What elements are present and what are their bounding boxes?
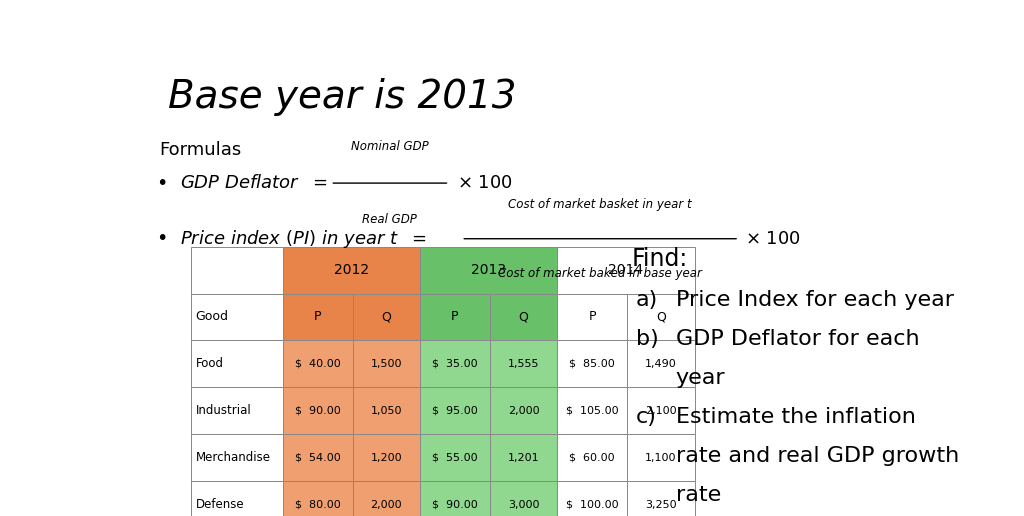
Bar: [489, 481, 557, 516]
Text: $  105.00: $ 105.00: [566, 406, 618, 416]
Text: 2013: 2013: [471, 263, 506, 277]
Bar: [283, 341, 352, 388]
Bar: [557, 294, 627, 341]
Bar: [627, 294, 694, 341]
Text: 1,555: 1,555: [508, 359, 540, 369]
Text: Merchandise: Merchandise: [196, 451, 270, 464]
Text: rate: rate: [676, 485, 721, 505]
Text: Food: Food: [196, 358, 223, 370]
Text: Industrial: Industrial: [196, 404, 251, 417]
Text: 3,250: 3,250: [645, 499, 677, 509]
Bar: [191, 434, 283, 481]
Bar: [489, 388, 557, 434]
Text: $  80.00: $ 80.00: [295, 499, 341, 509]
Bar: [557, 247, 694, 294]
Bar: [489, 434, 557, 481]
Text: Good: Good: [196, 311, 228, 324]
Text: $  95.00: $ 95.00: [432, 406, 478, 416]
Text: Real GDP: Real GDP: [362, 213, 418, 226]
Text: 3,000: 3,000: [508, 499, 540, 509]
Bar: [489, 294, 557, 341]
Text: Defense: Defense: [196, 498, 244, 511]
Text: $  40.00: $ 40.00: [295, 359, 341, 369]
Bar: [191, 481, 283, 516]
Text: $\mathit{Price\ index\ (PI)\ in\ year\ t}$  $=$: $\mathit{Price\ index\ (PI)\ in\ year\ t…: [179, 228, 427, 250]
Text: Formulas: Formulas: [160, 141, 242, 159]
Text: •: •: [156, 173, 167, 192]
Bar: [283, 388, 352, 434]
Text: Find:: Find:: [632, 247, 688, 271]
Text: 2,000: 2,000: [371, 499, 402, 509]
Text: $  60.00: $ 60.00: [569, 453, 615, 463]
Bar: [352, 388, 420, 434]
Bar: [191, 294, 283, 341]
Text: Nominal GDP: Nominal GDP: [351, 140, 429, 153]
Bar: [420, 247, 557, 294]
Bar: [283, 294, 352, 341]
Bar: [191, 247, 283, 294]
Text: $  85.00: $ 85.00: [569, 359, 615, 369]
Text: 2012: 2012: [334, 263, 369, 277]
Text: 1,201: 1,201: [508, 453, 540, 463]
Text: b): b): [636, 329, 658, 349]
Text: P: P: [314, 311, 322, 324]
Text: 1,200: 1,200: [371, 453, 402, 463]
Bar: [283, 481, 352, 516]
Bar: [191, 388, 283, 434]
Bar: [283, 247, 420, 294]
Text: a): a): [636, 291, 658, 311]
Text: $  35.00: $ 35.00: [432, 359, 478, 369]
Bar: [627, 481, 694, 516]
Bar: [352, 481, 420, 516]
Text: Cost of market basket in year t: Cost of market basket in year t: [508, 198, 692, 211]
Bar: [489, 341, 557, 388]
Bar: [627, 341, 694, 388]
Bar: [420, 434, 489, 481]
Text: $  54.00: $ 54.00: [295, 453, 341, 463]
Bar: [283, 434, 352, 481]
Bar: [420, 388, 489, 434]
Text: $\mathit{GDP\ Deflator}$  $=$: $\mathit{GDP\ Deflator}$ $=$: [179, 174, 327, 192]
Text: 2,000: 2,000: [508, 406, 540, 416]
Text: 1,500: 1,500: [371, 359, 402, 369]
Text: $  55.00: $ 55.00: [432, 453, 478, 463]
Text: 2,100: 2,100: [645, 406, 677, 416]
Bar: [420, 294, 489, 341]
Bar: [420, 341, 489, 388]
Text: $  90.00: $ 90.00: [295, 406, 341, 416]
Bar: [352, 341, 420, 388]
Text: •: •: [156, 229, 167, 248]
Text: P: P: [589, 311, 596, 324]
Text: Q: Q: [656, 311, 666, 324]
Bar: [557, 481, 627, 516]
Text: $  100.00: $ 100.00: [566, 499, 618, 509]
Bar: [627, 434, 694, 481]
Bar: [420, 481, 489, 516]
Text: Base year is 2013: Base year is 2013: [168, 78, 516, 116]
Text: 1,100: 1,100: [645, 453, 677, 463]
Text: Q: Q: [381, 311, 391, 324]
Text: P: P: [452, 311, 459, 324]
Bar: [627, 388, 694, 434]
Text: year: year: [676, 368, 725, 388]
Text: $\times\ 100$: $\times\ 100$: [745, 230, 802, 248]
Text: 1,050: 1,050: [371, 406, 402, 416]
Text: rate and real GDP growth: rate and real GDP growth: [676, 446, 958, 466]
Text: $  90.00: $ 90.00: [432, 499, 478, 509]
Text: 2014: 2014: [608, 263, 643, 277]
Bar: [557, 434, 627, 481]
Bar: [557, 388, 627, 434]
Text: Q: Q: [519, 311, 528, 324]
Text: 1,490: 1,490: [645, 359, 677, 369]
Bar: [191, 341, 283, 388]
Text: c): c): [636, 407, 656, 427]
Bar: [352, 294, 420, 341]
Text: Cost of market baked in base year: Cost of market baked in base year: [499, 267, 702, 280]
Text: GDP Deflator for each: GDP Deflator for each: [676, 329, 920, 349]
Text: $\times\ 100$: $\times\ 100$: [458, 174, 513, 192]
Bar: [352, 434, 420, 481]
Text: Estimate the inflation: Estimate the inflation: [676, 407, 915, 427]
Bar: [557, 341, 627, 388]
Text: Price Index for each year: Price Index for each year: [676, 291, 953, 311]
